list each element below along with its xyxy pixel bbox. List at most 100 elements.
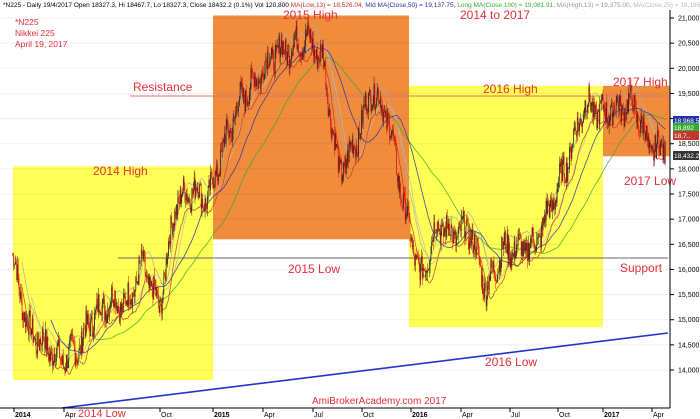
candle-body	[121, 303, 123, 312]
candle-body	[138, 259, 140, 285]
candle-body	[260, 80, 261, 89]
candle-body	[22, 312, 24, 321]
candle-body	[193, 189, 194, 195]
candle-body	[518, 233, 520, 235]
candle-body	[347, 150, 348, 165]
candle-body	[465, 225, 467, 238]
candle-body	[361, 110, 362, 135]
candle-body	[526, 242, 527, 251]
candle-body	[254, 76, 256, 87]
candle-body	[622, 105, 623, 110]
candle-body	[542, 217, 544, 231]
candle-body	[446, 215, 447, 238]
candle-body	[418, 260, 420, 265]
candle-body	[477, 237, 478, 243]
candle-body	[26, 317, 28, 321]
candle-body	[574, 127, 576, 129]
candle-body	[464, 237, 466, 238]
candle-body	[351, 141, 352, 148]
candle-body	[427, 270, 429, 273]
candle-body	[615, 110, 616, 112]
candle-body	[279, 35, 281, 58]
candle-body	[299, 54, 301, 57]
candle-body	[41, 342, 42, 346]
candle-body	[489, 274, 491, 281]
candle-body	[119, 304, 121, 323]
candle-body	[549, 200, 551, 218]
candle-body	[464, 211, 465, 238]
candle-body	[255, 76, 257, 87]
candle-body	[42, 328, 43, 346]
candle-body	[142, 254, 144, 260]
candle-body	[214, 171, 216, 187]
chart-header: *N225 - Daily 19/4/2017 Open 18327.3, Hi…	[3, 2, 700, 9]
candle-body	[378, 89, 380, 104]
candle-body	[309, 28, 310, 38]
candle-body	[376, 91, 378, 101]
candle-body	[97, 298, 98, 313]
candle-body	[512, 252, 513, 256]
candle-body	[503, 237, 505, 246]
label-2017-high: 2017 High	[613, 75, 668, 89]
candle-body	[425, 270, 427, 277]
y-tick-label: 14,000	[678, 368, 700, 375]
candle-body	[428, 269, 429, 271]
candle-body	[390, 137, 391, 140]
candle-body	[232, 118, 234, 134]
candle-body	[547, 201, 549, 213]
candle-body	[530, 238, 532, 244]
candle-body	[174, 211, 176, 227]
candle-body	[629, 93, 630, 98]
candle-body	[657, 130, 659, 137]
candles	[12, 16, 666, 376]
candle-body	[474, 234, 475, 250]
candle-body	[555, 200, 556, 210]
candle-body	[117, 306, 119, 313]
candle-body	[150, 277, 151, 287]
candle-body	[147, 275, 148, 278]
candle-body	[289, 60, 291, 69]
candle-body	[452, 227, 454, 244]
candle-body	[608, 120, 609, 127]
candle-body	[593, 101, 594, 118]
candle-body	[77, 359, 78, 365]
candle-body	[51, 351, 53, 355]
candle-body	[469, 229, 471, 249]
candle-body	[231, 131, 232, 142]
candle-body	[563, 156, 565, 178]
candle-body	[167, 255, 169, 264]
x-tick-label: Oct	[363, 412, 374, 419]
candle-body	[20, 291, 21, 299]
candle-body	[565, 179, 566, 183]
candle-body	[661, 139, 663, 146]
candle-body	[386, 113, 388, 129]
y-tick-label: 16,500	[678, 242, 700, 249]
candle-body	[169, 241, 171, 245]
candle-body	[654, 135, 656, 151]
candle-body	[488, 280, 490, 290]
candle-body	[537, 236, 539, 238]
candle-body	[633, 95, 635, 112]
candle-body	[277, 45, 278, 47]
candle-body	[276, 44, 278, 47]
y-tick-label: 20,500	[678, 41, 700, 48]
candle-body	[310, 29, 312, 40]
candle-body	[507, 233, 509, 260]
candle-body	[272, 48, 274, 52]
candle-body	[116, 302, 118, 313]
candle-body	[333, 133, 335, 151]
candle-body	[25, 317, 27, 327]
candle-body	[416, 255, 418, 258]
candle-body	[573, 130, 574, 144]
candle-body	[439, 229, 440, 231]
candle-body	[610, 106, 612, 119]
candle-body	[326, 88, 327, 90]
candle-body	[214, 184, 215, 187]
candle-body	[84, 328, 85, 330]
candle-body	[436, 229, 438, 231]
candle-body	[133, 296, 135, 298]
candle-body	[635, 101, 636, 107]
candle-body	[86, 310, 88, 325]
candle-body	[400, 199, 402, 202]
candle-body	[286, 51, 288, 66]
